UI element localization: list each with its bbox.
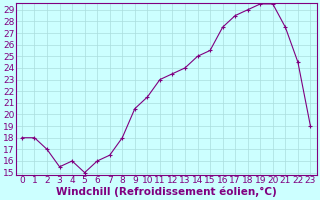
X-axis label: Windchill (Refroidissement éolien,°C): Windchill (Refroidissement éolien,°C) (56, 187, 276, 197)
